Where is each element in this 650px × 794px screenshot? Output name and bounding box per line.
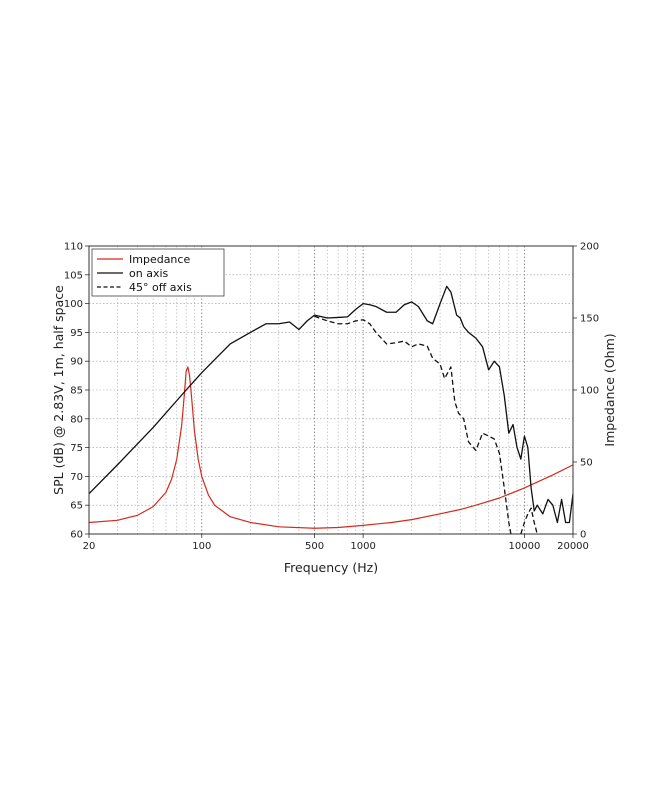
y-left-tick-label: 110	[64, 242, 83, 253]
series-line-3	[314, 315, 512, 534]
series-line-1	[89, 366, 573, 529]
series-line-2	[89, 285, 573, 524]
curves	[89, 285, 573, 534]
y-left-tick-label: 65	[70, 501, 83, 512]
y-left-tick-label: 95	[70, 328, 83, 339]
y-right-tick-label: 50	[580, 458, 593, 469]
x-tick-label: 20	[83, 541, 96, 552]
y-right-tick-label: 100	[580, 386, 599, 397]
y-left-tick-label: 80	[70, 414, 83, 425]
ticks: 20 100 500 1000 10000 20000606570758085909510…	[64, 242, 599, 553]
x-tick-label: 10000	[509, 541, 541, 552]
y-right-tick-label: 0	[580, 530, 586, 541]
x-tick-label: 100	[192, 541, 211, 552]
y-left-tick-label: 105	[64, 270, 83, 281]
y-axis-right-label: Impedance (Ohm)	[602, 333, 617, 446]
legend-label: Impedance	[129, 253, 190, 266]
y-right-tick-label: 200	[580, 242, 599, 253]
x-tick-label: 1000	[350, 541, 375, 552]
y-left-tick-label: 60	[70, 530, 83, 541]
y-axis-left-label: SPL (dB) @ 2.83V, 1m, half space	[51, 285, 66, 495]
y-left-tick-label: 85	[70, 386, 83, 397]
y-right-tick-label: 150	[580, 314, 599, 325]
legend-label: 45° off axis	[129, 281, 192, 294]
grid	[89, 246, 573, 534]
y-left-tick-label: 75	[70, 443, 83, 454]
series-line-4	[520, 507, 538, 534]
y-left-tick-label: 70	[70, 472, 83, 483]
legend-label: on axis	[129, 267, 169, 280]
y-left-tick-label: 90	[70, 357, 83, 368]
x-axis-label: Frequency (Hz)	[284, 560, 378, 575]
y-left-tick-label: 100	[64, 299, 83, 310]
x-tick-label: 20000	[557, 541, 589, 552]
x-tick-label: 500	[305, 541, 324, 552]
